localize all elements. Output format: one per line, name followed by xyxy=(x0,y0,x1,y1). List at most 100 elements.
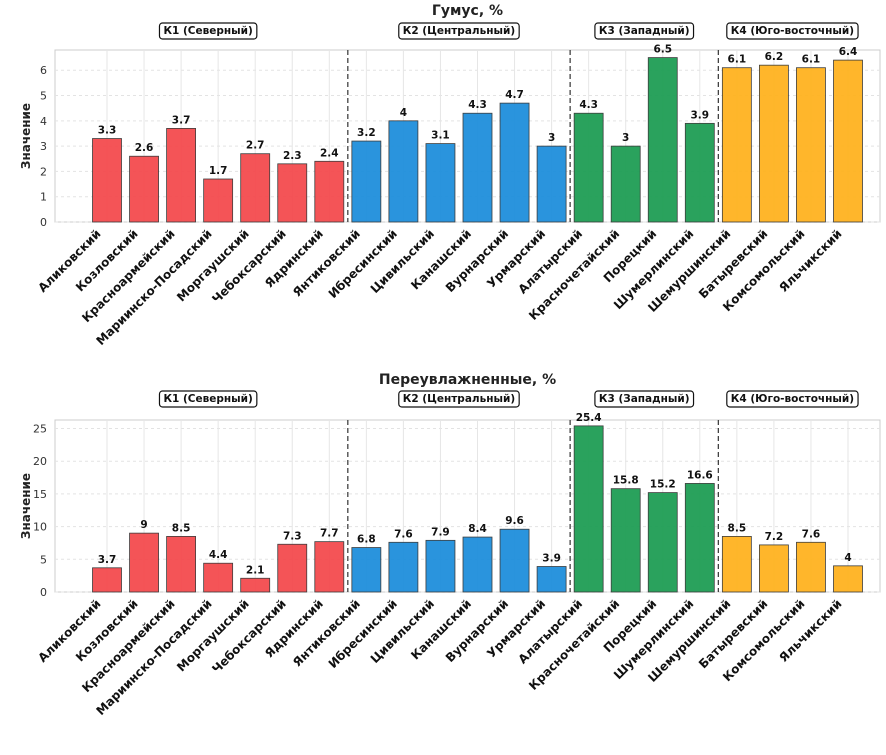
bar-value-label: 2.6 xyxy=(135,142,154,154)
bar xyxy=(129,532,159,593)
y-axis-label: Значение xyxy=(19,103,33,169)
group-label-box xyxy=(594,390,695,408)
bar xyxy=(759,64,789,223)
bar-value-label: 2.1 xyxy=(246,564,265,576)
bar-value-label: 6.1 xyxy=(728,54,747,66)
bar-value-label: 7.2 xyxy=(765,531,784,543)
bar xyxy=(314,160,345,223)
bar xyxy=(425,143,456,223)
group-label: К2 (Центральный) xyxy=(403,25,515,37)
bar-value-label: 3.7 xyxy=(172,114,191,126)
bar xyxy=(796,67,826,223)
bar xyxy=(388,120,419,223)
bar xyxy=(536,145,567,223)
bar-value-label: 8.4 xyxy=(468,523,487,535)
bar-value-label: 3 xyxy=(548,132,555,144)
y-tick-label: 6 xyxy=(40,64,47,77)
bar xyxy=(351,547,382,593)
group-label: К3 (Западный) xyxy=(599,393,690,405)
group-label-box xyxy=(398,390,520,408)
bar xyxy=(351,140,382,223)
bar xyxy=(536,566,567,593)
group-label-box xyxy=(594,22,695,40)
bar xyxy=(833,59,863,223)
y-tick-label: 15 xyxy=(33,488,47,501)
bar-value-label: 4.4 xyxy=(209,549,228,561)
bar xyxy=(610,145,641,223)
y-tick-label: 5 xyxy=(40,90,47,103)
bar xyxy=(314,541,345,593)
bar-value-label: 16.6 xyxy=(687,469,713,481)
chart-title: Гумус, % xyxy=(432,3,503,19)
bar xyxy=(721,536,752,593)
bar xyxy=(684,122,715,223)
bar-value-label: 3 xyxy=(622,132,629,144)
x-tick-label: Аликовский xyxy=(35,227,103,295)
x-tick-label: Цивильский xyxy=(368,227,437,296)
bar-value-label: 7.6 xyxy=(802,528,821,540)
x-tick-label: Алатырский xyxy=(515,597,585,667)
group-label: К4 (Юго-восточный) xyxy=(731,25,854,37)
bar-value-label: 6.8 xyxy=(357,534,376,546)
bar xyxy=(92,567,122,593)
y-tick-label: 4 xyxy=(40,115,47,128)
y-tick-label: 2 xyxy=(40,165,47,178)
bar xyxy=(759,544,789,593)
bar-value-label: 4 xyxy=(844,552,851,564)
group-label: К4 (Юго-восточный) xyxy=(731,393,854,405)
y-tick-label: 3 xyxy=(40,140,47,153)
y-tick-label: 25 xyxy=(33,423,47,436)
bar xyxy=(92,138,122,223)
x-tick-label: Янтиковский xyxy=(290,227,363,300)
bar xyxy=(203,178,234,223)
bar-value-label: 4.3 xyxy=(468,99,487,111)
bar-value-label: 2.3 xyxy=(283,150,302,162)
bar-value-label: 7.6 xyxy=(394,528,413,540)
bar-value-label: 1.7 xyxy=(209,165,228,177)
bar-value-label: 7.3 xyxy=(283,530,302,542)
group-label: К2 (Центральный) xyxy=(403,393,515,405)
bar xyxy=(499,102,530,223)
bar xyxy=(833,565,863,593)
group-label: К1 (Северный) xyxy=(163,393,252,405)
bar-value-label: 3.7 xyxy=(98,554,117,566)
bar-value-label: 3.3 xyxy=(98,125,117,137)
bar xyxy=(462,112,493,223)
group-label-box xyxy=(398,22,520,40)
bar xyxy=(388,541,419,593)
bar-value-label: 6.2 xyxy=(765,51,784,63)
bar-value-label: 25.4 xyxy=(576,412,602,424)
bar-value-label: 7.7 xyxy=(320,528,339,540)
bar xyxy=(647,57,678,223)
bar-value-label: 3.9 xyxy=(690,109,709,121)
bar-value-label: 8.5 xyxy=(728,522,747,534)
bar xyxy=(684,483,715,593)
bar xyxy=(796,541,826,593)
y-tick-label: 0 xyxy=(40,216,47,229)
group-label-box xyxy=(158,390,258,408)
bar xyxy=(240,153,271,223)
group-label-box xyxy=(726,390,859,408)
bar xyxy=(240,577,271,593)
bar-value-label: 3.2 xyxy=(357,127,376,139)
x-tick-label: Янтиковский xyxy=(290,597,363,670)
bar xyxy=(573,112,604,223)
bar-value-label: 3.9 xyxy=(542,552,561,564)
bar xyxy=(277,163,308,223)
bar-value-label: 7.9 xyxy=(431,526,450,538)
y-tick-label: 1 xyxy=(40,191,47,204)
group-label-box xyxy=(158,22,258,40)
bar-value-label: 6.5 xyxy=(653,44,672,56)
bar-value-label: 4.3 xyxy=(579,99,598,111)
y-tick-label: 10 xyxy=(33,521,47,534)
bar-value-label: 2.7 xyxy=(246,140,265,152)
chart-panel-2: Переувлажненные, % 0 5 10 15 20 25 Значение 3.7 9… xyxy=(19,372,881,718)
bar-value-label: 15.2 xyxy=(650,479,676,491)
group-label: К1 (Северный) xyxy=(163,25,252,37)
bar-value-label: 15.8 xyxy=(613,475,639,487)
y-tick-label: 0 xyxy=(40,586,47,599)
bar xyxy=(277,543,308,593)
chart-panel-1: Гумус, % 0 1 2 3 4 5 6 Значение 3.3 2.6 3.7 1.7 2.7 2.… xyxy=(19,3,881,348)
bar xyxy=(573,425,604,593)
